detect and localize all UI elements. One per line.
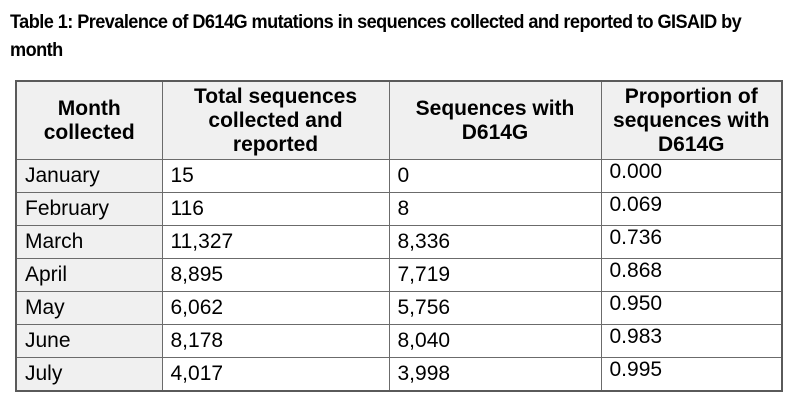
cell-proportion: 0.736 (600, 225, 783, 259)
cell-total-sequences: 6,062 (161, 291, 390, 325)
cell-month: April (15, 258, 163, 292)
cell-proportion: 0.950 (600, 291, 783, 325)
cell-month: January (15, 159, 163, 193)
cell-sequences-d614g: 5,756 (388, 291, 602, 325)
cell-month: June (15, 324, 163, 358)
cell-total-sequences: 8,895 (161, 258, 390, 292)
table-row: May 6,062 5,756 0.950 (15, 291, 783, 325)
cell-month: July (15, 357, 163, 392)
cell-sequences-d614g: 7,719 (388, 258, 602, 292)
cell-sequences-d614g: 3,998 (388, 357, 602, 392)
header-proportion-d614g: Proportion of sequences with D614G (600, 80, 783, 160)
cell-total-sequences: 11,327 (161, 225, 390, 259)
cell-sequences-d614g: 8,040 (388, 324, 602, 358)
header-sequences-with-d614g: Sequences with D614G (388, 80, 602, 160)
cell-total-sequences: 8,178 (161, 324, 390, 358)
cell-total-sequences: 15 (161, 159, 390, 193)
table-row: April 8,895 7,719 0.868 (15, 258, 783, 292)
cell-proportion: 0.983 (600, 324, 783, 358)
cell-total-sequences: 116 (161, 192, 390, 226)
cell-month: March (15, 225, 163, 259)
d614g-prevalence-table: Month collected Total sequences collecte… (15, 80, 783, 392)
cell-proportion: 0.000 (600, 159, 783, 193)
cell-sequences-d614g: 0 (388, 159, 602, 193)
table-row: January 15 0 0.000 (15, 159, 783, 193)
table-row: July 4,017 3,998 0.995 (15, 357, 783, 392)
cell-proportion: 0.868 (600, 258, 783, 292)
cell-proportion: 0.995 (600, 357, 783, 392)
cell-sequences-d614g: 8,336 (388, 225, 602, 259)
header-total-sequences: Total sequences collected and reported (161, 80, 390, 160)
cell-total-sequences: 4,017 (161, 357, 390, 392)
cell-month: February (15, 192, 163, 226)
table-header-row: Month collected Total sequences collecte… (15, 80, 783, 160)
table-row: February 116 8 0.069 (15, 192, 783, 226)
cell-sequences-d614g: 8 (388, 192, 602, 226)
header-month-collected: Month collected (15, 80, 163, 160)
table-row: June 8,178 8,040 0.983 (15, 324, 783, 358)
table-row: March 11,327 8,336 0.736 (15, 225, 783, 259)
cell-month: May (15, 291, 163, 325)
cell-proportion: 0.069 (600, 192, 783, 226)
table-caption: Table 1: Prevalence of D614G mutations i… (10, 11, 742, 61)
